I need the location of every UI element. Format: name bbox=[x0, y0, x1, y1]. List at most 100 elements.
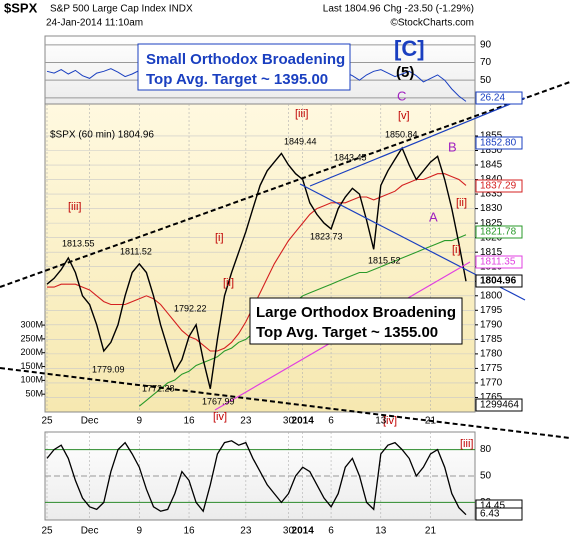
value-box bbox=[475, 225, 523, 239]
price-annotation: 1849.44 bbox=[284, 136, 317, 146]
y-tick-label: 1830 bbox=[480, 203, 503, 214]
price-annotation: 1767.99 bbox=[202, 396, 235, 406]
y-tick-label: 1845 bbox=[480, 160, 503, 171]
trend-line bbox=[0, 81, 570, 288]
value-label: 14.45 bbox=[480, 501, 505, 512]
trend-line bbox=[309, 97, 526, 187]
volume-tick-label: 100M bbox=[20, 375, 43, 385]
price-annotation: 1843.45 bbox=[334, 152, 367, 162]
wave-label: [ii] bbox=[456, 197, 467, 209]
value-box bbox=[475, 507, 523, 521]
x-tick-label: 25 bbox=[41, 526, 53, 537]
y-tick-label: 70 bbox=[480, 57, 492, 68]
y-tick-label: 1815 bbox=[480, 247, 503, 258]
volume-tick-label: 300M bbox=[20, 319, 43, 329]
y-tick-label: 1790 bbox=[480, 319, 503, 330]
subtitle: S&P 500 Large Cap Index INDX bbox=[50, 4, 193, 15]
wave-label: [v] bbox=[398, 110, 410, 122]
y-tick-label: 1780 bbox=[480, 349, 503, 360]
y-tick-label: 1850 bbox=[480, 145, 503, 156]
wave-label: (5) bbox=[396, 64, 414, 81]
title: $SPX bbox=[4, 0, 38, 15]
source: ©StockCharts.com bbox=[390, 18, 474, 29]
price-annotation: 1813.55 bbox=[62, 238, 95, 248]
price-annotation: 1792.22 bbox=[174, 303, 207, 313]
indicator-line bbox=[46, 440, 467, 516]
bottom-panel bbox=[44, 431, 476, 521]
price-annotation: 1850.84 bbox=[385, 129, 418, 139]
y-tick-label: 1765 bbox=[480, 392, 503, 403]
wave-label: [iii] bbox=[68, 201, 81, 213]
x-tick-label: Dec bbox=[81, 526, 99, 537]
annotation-box: Small Orthodox Broadening Top Avg. Targe… bbox=[137, 43, 463, 345]
wave-label: [i] bbox=[452, 244, 461, 256]
value-box bbox=[475, 398, 523, 412]
x-tick-label: 16 bbox=[183, 416, 195, 427]
value-label: 1811.35 bbox=[480, 257, 516, 268]
value-label: 1821.78 bbox=[480, 227, 517, 238]
price-line bbox=[138, 234, 467, 407]
value-box bbox=[475, 91, 523, 105]
volume-tick-label: 50M bbox=[25, 389, 43, 399]
y-tick-label: 90 bbox=[480, 39, 492, 50]
y-tick-label: 50 bbox=[480, 471, 492, 482]
wave-label: A bbox=[429, 209, 438, 224]
y-tick-label: 80 bbox=[480, 444, 492, 455]
x-tick-label: 13 bbox=[375, 526, 387, 537]
y-tick-label: 1835 bbox=[480, 189, 503, 200]
box-text: Small Orthodox Broadening bbox=[146, 51, 345, 68]
price-annotations: 1849.44 1850.84 1843.45 1823.73 1815.52 … bbox=[62, 129, 418, 406]
wave-label: C bbox=[397, 88, 406, 103]
wave-label: [iii] bbox=[460, 438, 473, 450]
wave-label: [C] bbox=[394, 36, 425, 61]
price-annotation: 1823.73 bbox=[310, 231, 343, 241]
x-tick-label: 9 bbox=[137, 526, 143, 537]
value-box bbox=[475, 136, 523, 150]
value-box bbox=[475, 274, 523, 288]
x-tick-label: 13 bbox=[375, 416, 387, 427]
box-text: Large Orthodox Broadening bbox=[256, 304, 456, 321]
x-tick-label: 23 bbox=[240, 526, 252, 537]
price-annotation: 1811.52 bbox=[120, 246, 152, 256]
wave-label: B bbox=[448, 139, 457, 154]
x-tick-label: 16 bbox=[183, 526, 195, 537]
box bbox=[249, 297, 463, 345]
x-tick-label: 25 bbox=[41, 416, 53, 427]
y-tick-label: 1800 bbox=[480, 290, 503, 301]
x-tick-label: 2014 bbox=[292, 416, 315, 427]
value-label: 1804.96 bbox=[480, 276, 517, 287]
last-price: Last 1804.96 Chg -23.50 (-1.29%) bbox=[323, 4, 474, 15]
x-tick-label: 23 bbox=[240, 416, 252, 427]
x-tick-label: 2014 bbox=[292, 526, 315, 537]
value-box bbox=[475, 255, 523, 269]
y-tick-label: 1785 bbox=[480, 334, 503, 345]
x-tick-label: 30 bbox=[283, 526, 295, 537]
y-tick-label: 50 bbox=[480, 75, 492, 86]
value-label: 26.24 bbox=[480, 93, 505, 104]
volume-tick-label: 250M bbox=[20, 333, 43, 343]
x-tick-label: 6 bbox=[328, 416, 334, 427]
wave-labels: [iii] [v] B A [ii] [i] [iii] [i] [ii] [i… bbox=[68, 36, 473, 450]
x-tick-label: 6 bbox=[328, 526, 334, 537]
wave-label: [iv] bbox=[213, 411, 227, 423]
value-label: 1299464 bbox=[480, 400, 519, 411]
volume-tick-label: 200M bbox=[20, 347, 43, 357]
x-tick-label: 30 bbox=[283, 416, 295, 427]
y-tick-label: 1795 bbox=[480, 305, 503, 316]
wave-label: [iii] bbox=[295, 108, 308, 120]
box-text: Top Avg. Target ~ 1395.00 bbox=[146, 71, 328, 88]
wave-label: [ii] bbox=[223, 277, 234, 289]
wave-label: [i] bbox=[215, 232, 224, 244]
value-label: 1852.80 bbox=[480, 138, 517, 149]
box bbox=[137, 43, 351, 91]
box-text: Top Avg. Target ~ 1355.00 bbox=[256, 324, 438, 341]
date: 24-Jan-2014 11:10am bbox=[46, 18, 143, 29]
x-tick-label: 21 bbox=[425, 416, 437, 427]
x-tick-label: 21 bbox=[425, 526, 437, 537]
y-tick-label: 1775 bbox=[480, 363, 503, 374]
value-label: 6.43 bbox=[480, 509, 500, 520]
y-tick-label: 1825 bbox=[480, 218, 503, 229]
price-annotation: 1815.52 bbox=[368, 255, 401, 265]
value-label: 1837.29 bbox=[480, 181, 517, 192]
